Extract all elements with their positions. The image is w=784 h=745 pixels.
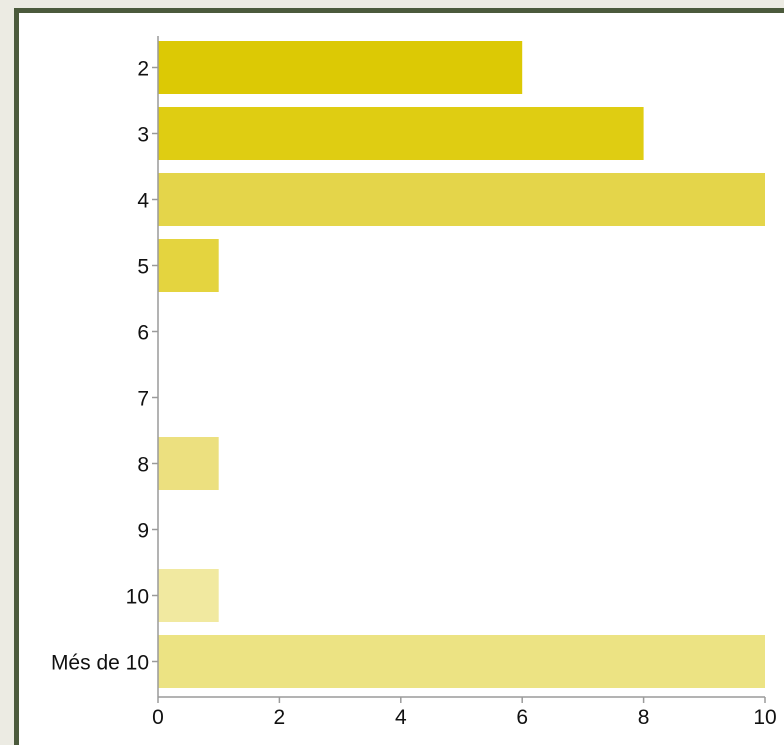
x-tick-label: 2: [274, 706, 286, 729]
bar-10: [158, 569, 219, 622]
bar-3: [158, 107, 644, 160]
y-tick-label: 6: [137, 322, 149, 345]
y-tick-label: 5: [137, 256, 149, 279]
y-tick-label: 10: [126, 586, 149, 609]
y-tick-label: 9: [137, 520, 149, 543]
x-tick-label: 4: [395, 706, 407, 729]
bar-més-de-10: [158, 635, 765, 688]
y-tick-label: 3: [137, 124, 149, 147]
y-tick-label: 2: [137, 58, 149, 81]
bar-8: [158, 437, 219, 490]
bar-2: [158, 41, 523, 94]
x-tick-label: 0: [152, 706, 164, 729]
x-tick-label: 8: [638, 706, 650, 729]
bar-5: [158, 239, 219, 292]
x-tick-label: 10: [753, 706, 776, 729]
y-tick-label: 7: [137, 388, 149, 411]
y-tick-label: Més de 10: [51, 652, 149, 675]
x-tick-label: 6: [516, 706, 528, 729]
y-tick-label: 4: [137, 190, 149, 213]
y-tick-label: 8: [137, 454, 149, 477]
bar-4: [158, 173, 765, 226]
